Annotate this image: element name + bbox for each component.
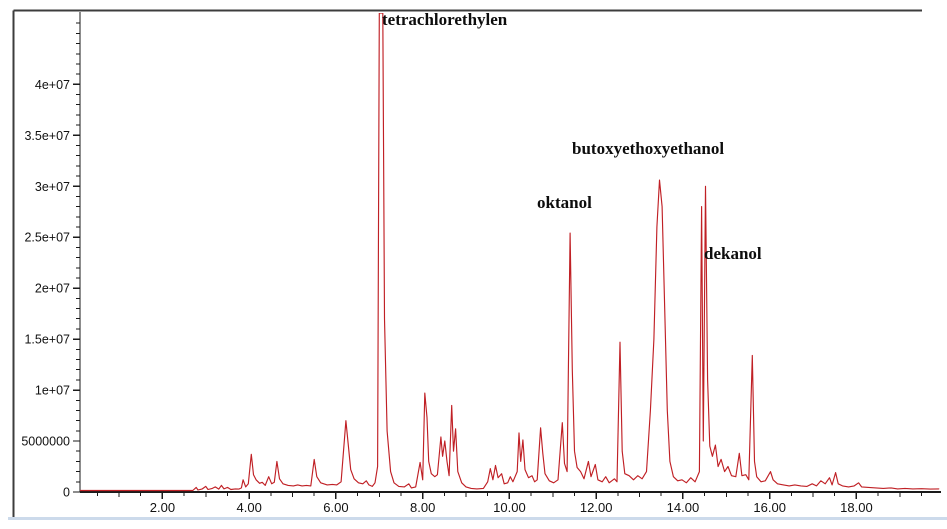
peak-label-dekanol: dekanol: [704, 244, 762, 263]
x-tick-label: 18.00: [840, 500, 873, 515]
x-tick-label: 8.00: [410, 500, 435, 515]
y-tick-label: 3.5e+07: [24, 129, 70, 143]
chromatogram-trace: [80, 13, 940, 492]
x-tick-label: 4.00: [237, 500, 262, 515]
y-tick-label: 1.5e+07: [24, 333, 70, 347]
y-tick-label: 0: [63, 486, 70, 500]
peak-label-butoxyethoxyethanol: butoxyethoxyethanol: [572, 139, 724, 158]
x-tick-label: 10.00: [493, 500, 526, 515]
peak-label-oktanol: oktanol: [537, 193, 592, 212]
peak-label-tetrachlorethylen: tetrachlorethylen: [382, 10, 508, 29]
y-tick-label: 4e+07: [35, 78, 70, 92]
y-tick-label: 2e+07: [35, 282, 70, 296]
y-tick-label: 1e+07: [35, 384, 70, 398]
window-bottom-edge: [8, 517, 947, 520]
y-tick-label: 5000000: [21, 435, 70, 449]
x-tick-label: 2.00: [150, 500, 175, 515]
x-tick-label: 12.00: [580, 500, 613, 515]
x-tick-label: 6.00: [323, 500, 348, 515]
x-tick-label: 14.00: [667, 500, 700, 515]
y-tick-label: 2.5e+07: [24, 231, 70, 245]
y-tick-label: 3e+07: [35, 180, 70, 194]
x-tick-label: 16.00: [753, 500, 786, 515]
